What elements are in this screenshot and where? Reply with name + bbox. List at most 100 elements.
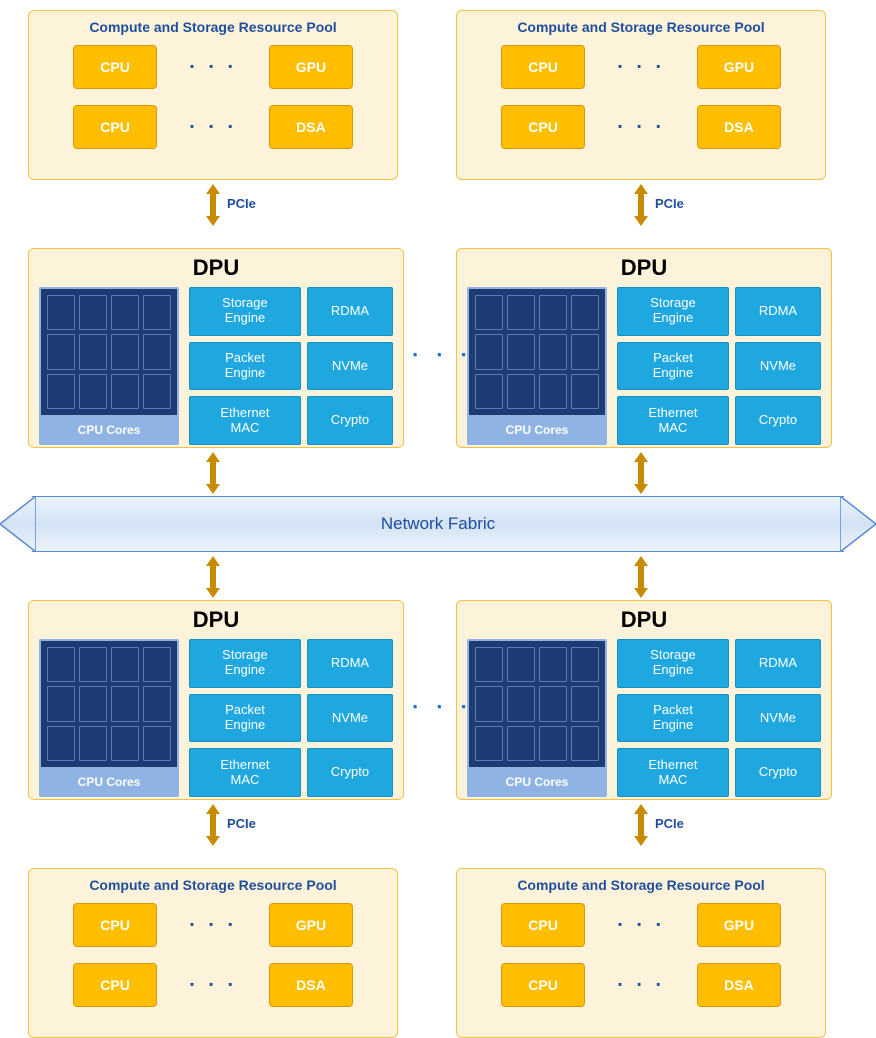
ellipsis-icon: ∙ ∙ ∙ bbox=[189, 914, 237, 937]
cpu-core bbox=[475, 686, 503, 721]
ellipsis-icon: ∙ ∙ ∙ bbox=[189, 116, 237, 139]
pool-title: Compute and Storage Resource Pool bbox=[469, 877, 813, 893]
cpu-core bbox=[47, 295, 75, 330]
dpu-body: CPU CoresStorageEngineRDMAPacketEngineNV… bbox=[467, 639, 821, 797]
dpu-engine-crypto: Crypto bbox=[307, 748, 393, 797]
cpu-core bbox=[47, 334, 75, 369]
cpu-core bbox=[143, 295, 171, 330]
pool-grid: CPU∙ ∙ ∙GPUCPU∙ ∙ ∙DSA bbox=[41, 45, 385, 149]
dpu-engine-crypto: Crypto bbox=[735, 396, 821, 445]
cpu-cores: CPU Cores bbox=[467, 287, 607, 445]
cpu-core bbox=[79, 647, 107, 682]
ellipsis-icon: ∙ ∙ ∙ bbox=[189, 974, 237, 997]
dpu-block: DPU CPU Cores StorageEngineRDMAPacketEngin… bbox=[28, 600, 404, 800]
cpu-core bbox=[79, 686, 107, 721]
dpu-body: CPU Cores StorageEngineRDMAPacketEngineNV… bbox=[39, 639, 393, 797]
dpu-engine-nvme: NVMe bbox=[735, 342, 821, 391]
dpu-body: CPU CoresStorageEngineRDMAPacketEngineNV… bbox=[39, 287, 393, 445]
chip-cpu: CPU bbox=[73, 963, 157, 1007]
dpu-engine-grid: StorageEngineRDMAPacketEngineNVMeEtherne… bbox=[617, 287, 821, 445]
ellipsis-icon: ∙ ∙ ∙ bbox=[617, 116, 665, 139]
chip-dsa: DSA bbox=[697, 105, 781, 149]
dpu-engine-packet-engine: PacketEngine bbox=[617, 342, 729, 391]
cpu-core bbox=[111, 647, 139, 682]
double-arrow-icon bbox=[634, 804, 648, 846]
dpu-engine-grid: StorageEngineRDMAPacketEngineNVMeEtherne… bbox=[189, 639, 393, 797]
cpu-core bbox=[475, 374, 503, 409]
dpu-engine-nvme: NVMe bbox=[307, 694, 393, 743]
ellipsis-icon: ∙ ∙ ∙ bbox=[189, 56, 237, 79]
resource-pool: Compute and Storage Resource PoolCPU∙ ∙ … bbox=[28, 10, 398, 180]
cpu-core bbox=[539, 647, 567, 682]
dpu-engine-ethernet-mac: EthernetMAC bbox=[617, 748, 729, 797]
pool-title: Compute and Storage Resource Pool bbox=[469, 19, 813, 35]
cpu-core bbox=[143, 334, 171, 369]
dpu-engine-storage-engine: StorageEngine bbox=[189, 287, 301, 336]
cpu-core bbox=[507, 647, 535, 682]
dpu-engine-storage-engine: StorageEngine bbox=[617, 639, 729, 688]
dpu-block: DPU CPU CoresStorageEngineRDMAPacketEngin… bbox=[456, 248, 832, 448]
cpu-core bbox=[143, 374, 171, 409]
dpu-engine-crypto: Crypto bbox=[735, 748, 821, 797]
cpu-core bbox=[571, 295, 599, 330]
chip-cpu: CPU bbox=[501, 105, 585, 149]
dpu-engine-storage-engine: StorageEngine bbox=[617, 287, 729, 336]
double-arrow-icon bbox=[206, 804, 220, 846]
cpu-core bbox=[111, 334, 139, 369]
chip-dsa: DSA bbox=[697, 963, 781, 1007]
cpu-cores: CPU Cores bbox=[467, 639, 607, 797]
ellipsis-icon: ∙ ∙ ∙ bbox=[412, 694, 473, 720]
double-arrow-icon bbox=[634, 184, 648, 226]
cpu-cores-label: CPU Cores bbox=[39, 417, 179, 445]
pcie-label: PCIe bbox=[227, 816, 256, 831]
network-fabric: Network Fabric bbox=[0, 496, 876, 552]
chip-cpu: CPU bbox=[501, 45, 585, 89]
dpu-engine-rdma: RDMA bbox=[307, 639, 393, 688]
cpu-cores: CPU Cores bbox=[39, 287, 179, 445]
dpu-engine-rdma: RDMA bbox=[307, 287, 393, 336]
cpu-core bbox=[539, 726, 567, 761]
cpu-core bbox=[143, 647, 171, 682]
cpu-core bbox=[475, 647, 503, 682]
pool-grid: CPU∙ ∙ ∙GPUCPU∙ ∙ ∙DSA bbox=[469, 45, 813, 149]
dpu-title: DPU bbox=[39, 607, 393, 633]
cpu-core bbox=[507, 334, 535, 369]
cpu-core bbox=[79, 374, 107, 409]
dpu-block: DPUCPU CoresStorageEngineRDMAPacketEngin… bbox=[456, 600, 832, 800]
dpu-body: CPU CoresStorageEngineRDMAPacketEngineNV… bbox=[467, 287, 821, 445]
cpu-core bbox=[571, 647, 599, 682]
cpu-core-grid bbox=[41, 289, 177, 415]
cpu-core bbox=[79, 295, 107, 330]
cpu-cores-label: CPU Cores bbox=[39, 769, 179, 797]
chip-cpu: CPU bbox=[73, 105, 157, 149]
cpu-core bbox=[539, 686, 567, 721]
double-arrow-icon bbox=[206, 556, 220, 598]
cpu-core bbox=[79, 334, 107, 369]
chip-gpu: GPU bbox=[269, 45, 353, 89]
dpu-title: DPU bbox=[467, 255, 821, 281]
double-arrow-icon bbox=[634, 556, 648, 598]
ellipsis-icon: ∙ ∙ ∙ bbox=[617, 974, 665, 997]
chip-dsa: DSA bbox=[269, 105, 353, 149]
cpu-core bbox=[111, 726, 139, 761]
chip-gpu: GPU bbox=[269, 903, 353, 947]
dpu-engine-packet-engine: PacketEngine bbox=[617, 694, 729, 743]
cpu-core bbox=[571, 334, 599, 369]
ellipsis-icon: ∙ ∙ ∙ bbox=[617, 56, 665, 79]
pool-grid: CPU∙ ∙ ∙GPUCPU∙ ∙ ∙DSA bbox=[469, 903, 813, 1007]
cpu-core bbox=[111, 686, 139, 721]
cpu-core bbox=[507, 726, 535, 761]
cpu-core-grid bbox=[469, 289, 605, 415]
pcie-label: PCIe bbox=[227, 196, 256, 211]
cpu-core bbox=[143, 726, 171, 761]
cpu-core-grid bbox=[41, 641, 177, 767]
chip-cpu: CPU bbox=[501, 963, 585, 1007]
dpu-engine-nvme: NVMe bbox=[307, 342, 393, 391]
dpu-engine-rdma: RDMA bbox=[735, 639, 821, 688]
dpu-engine-crypto: Crypto bbox=[307, 396, 393, 445]
dpu-engine-packet-engine: PacketEngine bbox=[189, 694, 301, 743]
double-arrow-icon bbox=[206, 452, 220, 494]
cpu-core bbox=[539, 295, 567, 330]
dpu-engine-rdma: RDMA bbox=[735, 287, 821, 336]
dpu-title: DPU bbox=[39, 255, 393, 281]
